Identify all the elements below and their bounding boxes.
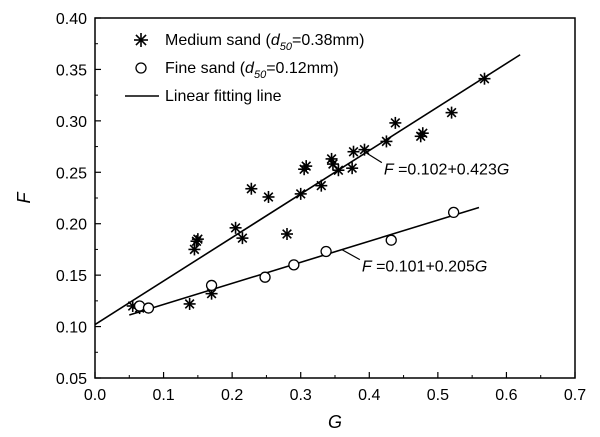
legend-label: Linear fitting line <box>165 88 282 105</box>
annotation-leader-line <box>341 249 361 261</box>
y-tick-label: 0.40 <box>56 11 87 28</box>
x-tick-label: 0.6 <box>495 387 517 404</box>
y-axis-label: F <box>14 192 34 204</box>
fine-sand-point <box>259 271 271 283</box>
legend-circle-marker <box>135 62 147 74</box>
medium-sand-point <box>478 72 491 85</box>
x-tick-label: 0.4 <box>358 387 380 404</box>
legend-asterisk-marker <box>134 33 148 47</box>
y-tick-label: 0.15 <box>56 268 87 285</box>
x-tick-label: 0.0 <box>84 387 106 404</box>
fine-sand-point <box>205 279 218 292</box>
medium-sand-point <box>236 232 249 245</box>
medium-sand-point <box>416 127 429 140</box>
fit-lines <box>94 54 521 326</box>
x-tick-label: 0.1 <box>152 387 174 404</box>
x-tick-label: 0.7 <box>564 387 586 404</box>
fine-sand-point <box>288 259 300 271</box>
fit-equation-label: F =0.101+0.205G <box>362 259 487 276</box>
medium-sand-point <box>262 190 275 203</box>
y-tick-label: 0.25 <box>56 165 87 182</box>
medium-sand-point <box>229 221 242 234</box>
data-points <box>126 72 491 315</box>
annotation-leader-line <box>365 152 383 164</box>
medium-sand-point <box>315 179 328 192</box>
medium-sand-point <box>326 158 339 171</box>
fit-medium-line <box>94 54 521 326</box>
y-tick-label: 0.10 <box>56 320 87 337</box>
medium-sand-point <box>300 160 313 173</box>
fine-sand-point <box>385 234 397 246</box>
x-tick-label: 0.3 <box>290 387 312 404</box>
medium-sand-point <box>332 164 345 177</box>
fit-fine-line <box>129 206 480 316</box>
legend-label: Fine sand (d50=0.12mm) <box>165 60 339 81</box>
x-axis-label: G <box>328 412 342 432</box>
y-tick-label: 0.35 <box>56 62 87 79</box>
y-tick-label: 0.20 <box>56 217 87 234</box>
medium-sand-point <box>380 135 393 148</box>
medium-sand-point <box>347 145 360 158</box>
medium-sand-point <box>191 233 204 246</box>
medium-sand-point <box>445 106 458 119</box>
annotations: F =0.102+0.423G F =0.101+0.205G <box>341 152 509 276</box>
medium-sand-point <box>389 116 402 129</box>
medium-sand-point <box>245 182 258 195</box>
medium-sand-point <box>294 187 307 200</box>
medium-sand-point <box>358 143 371 156</box>
x-tick-label: 0.5 <box>427 387 449 404</box>
x-tick-label: 0.2 <box>221 387 243 404</box>
fine-sand-point <box>320 245 332 258</box>
y-tick-label: 0.30 <box>56 114 87 131</box>
y-tick-label: 0.05 <box>56 371 87 388</box>
medium-sand-point <box>183 297 196 310</box>
legend: Medium sand (d50=0.38mm) Fine sand (d50=0… <box>125 32 364 105</box>
medium-sand-point <box>188 243 201 256</box>
fine-sand-point <box>142 302 155 314</box>
fit-equation-label: F =0.102+0.423G <box>384 162 509 179</box>
fine-sand-point <box>447 206 460 219</box>
medium-sand-point <box>281 228 293 240</box>
medium-sand-point <box>346 162 359 175</box>
legend-label: Medium sand (d50=0.38mm) <box>165 32 364 53</box>
axis-ticks: 0.0 0.1 0.2 0.3 0.4 0.5 0.6 0.7 0.05 0.10 0.15 0.20… <box>56 11 586 404</box>
